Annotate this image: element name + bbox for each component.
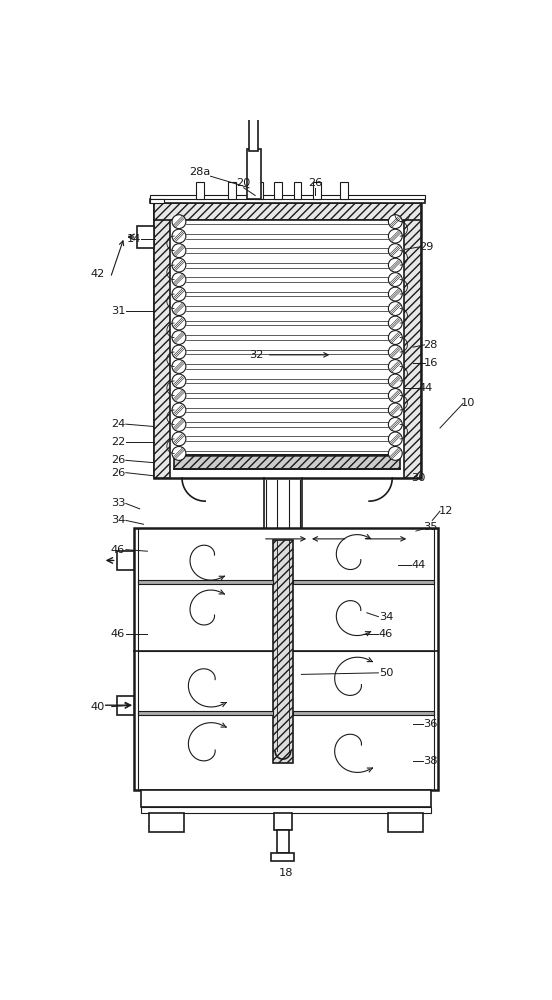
Text: 35: 35: [423, 522, 438, 532]
Text: 18: 18: [279, 868, 293, 878]
Circle shape: [172, 273, 186, 287]
Text: 34: 34: [379, 612, 393, 622]
Circle shape: [172, 244, 186, 258]
Circle shape: [172, 229, 186, 243]
Circle shape: [172, 215, 186, 229]
Text: 36: 36: [423, 719, 438, 729]
Bar: [340, 182, 348, 199]
Text: 26: 26: [111, 455, 125, 465]
Text: 40: 40: [90, 702, 104, 712]
Text: 26: 26: [111, 468, 125, 478]
Circle shape: [172, 331, 186, 344]
Circle shape: [172, 302, 186, 315]
Text: 42: 42: [90, 269, 104, 279]
Bar: [150, 195, 424, 199]
Text: 12: 12: [439, 506, 453, 516]
Bar: [150, 199, 163, 203]
Bar: [153, 203, 421, 220]
Bar: [153, 203, 421, 478]
Circle shape: [389, 258, 402, 272]
Text: 38: 38: [423, 756, 438, 766]
Circle shape: [389, 389, 402, 402]
Text: 44: 44: [419, 383, 433, 393]
Bar: [149, 813, 184, 832]
Text: 26: 26: [308, 178, 322, 188]
Bar: [313, 182, 321, 199]
Bar: [293, 711, 434, 715]
Circle shape: [172, 389, 186, 402]
Circle shape: [389, 403, 402, 417]
Text: 24: 24: [111, 419, 125, 429]
Bar: [249, 112, 258, 151]
Circle shape: [172, 374, 186, 388]
Text: 16: 16: [423, 358, 438, 368]
Circle shape: [389, 273, 402, 287]
Circle shape: [389, 215, 402, 229]
Text: 14: 14: [126, 234, 141, 244]
Circle shape: [389, 446, 402, 460]
Text: 33: 33: [111, 498, 125, 508]
Text: 29: 29: [419, 242, 433, 252]
Text: 22: 22: [111, 437, 125, 447]
Bar: [134, 528, 438, 790]
Circle shape: [389, 345, 402, 359]
Circle shape: [389, 331, 402, 344]
Circle shape: [389, 374, 402, 388]
Bar: [274, 182, 282, 199]
Bar: [116, 696, 134, 715]
Circle shape: [389, 360, 402, 373]
Circle shape: [389, 302, 402, 315]
Bar: [247, 149, 261, 199]
Circle shape: [389, 244, 402, 258]
Circle shape: [389, 229, 402, 243]
Bar: [294, 182, 301, 199]
Circle shape: [172, 446, 186, 460]
Bar: [255, 182, 263, 199]
Bar: [277, 830, 289, 853]
Circle shape: [172, 287, 186, 301]
Text: 46: 46: [379, 629, 393, 639]
Text: 28: 28: [423, 340, 438, 350]
Bar: [389, 813, 423, 832]
Circle shape: [389, 287, 402, 301]
Bar: [138, 711, 273, 715]
Bar: [272, 853, 294, 861]
Bar: [174, 455, 400, 469]
Bar: [138, 580, 273, 584]
Circle shape: [172, 418, 186, 431]
Text: 28a: 28a: [189, 167, 210, 177]
Text: 46: 46: [111, 545, 125, 555]
Text: 32: 32: [250, 350, 264, 360]
Text: 34: 34: [111, 515, 125, 525]
Bar: [293, 580, 434, 584]
Bar: [116, 551, 134, 570]
Circle shape: [172, 432, 186, 446]
Circle shape: [172, 345, 186, 359]
Bar: [141, 790, 431, 807]
Circle shape: [389, 432, 402, 446]
Bar: [404, 203, 421, 478]
Bar: [150, 199, 424, 203]
Text: 10: 10: [460, 398, 475, 408]
Circle shape: [172, 316, 186, 330]
Text: 50: 50: [379, 668, 394, 678]
Circle shape: [389, 418, 402, 431]
Bar: [196, 182, 204, 199]
Circle shape: [172, 258, 186, 272]
Text: 20: 20: [236, 178, 251, 188]
Circle shape: [172, 360, 186, 373]
Bar: [228, 182, 236, 199]
Bar: [136, 226, 153, 248]
Bar: [153, 203, 171, 478]
Text: 46: 46: [111, 629, 125, 639]
Text: 30: 30: [411, 473, 426, 483]
Text: 31: 31: [111, 306, 125, 316]
Bar: [274, 813, 292, 830]
Text: 44: 44: [411, 560, 426, 570]
Bar: [141, 807, 431, 813]
Circle shape: [172, 403, 186, 417]
Bar: [273, 540, 293, 763]
Circle shape: [389, 316, 402, 330]
